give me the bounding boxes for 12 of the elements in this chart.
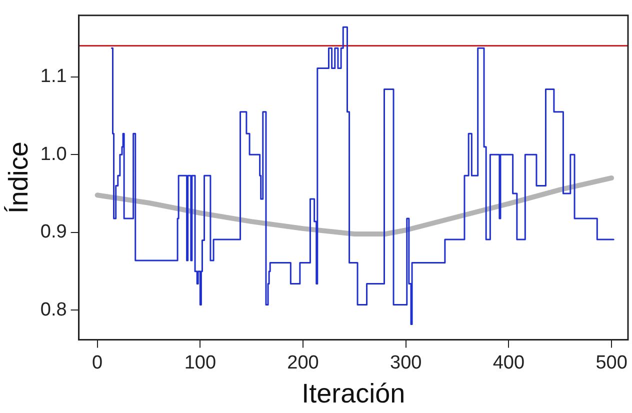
y-tick-label: 0.8 [40,299,67,320]
x-axis-title: Iteración [302,378,406,408]
y-tick-label: 1.1 [40,66,67,88]
x-tick-label: 300 [390,352,422,374]
x-tick-label: 0 [92,352,103,374]
x-tick-label: 100 [184,352,216,374]
x-tick-label: 200 [287,352,319,374]
y-tick-label: 0.9 [40,222,67,243]
y-tick-label: 1.0 [40,144,67,165]
x-tick-label: 500 [596,352,628,374]
y-axis-title: Índice [4,142,34,214]
x-tick-label: 400 [492,352,525,374]
